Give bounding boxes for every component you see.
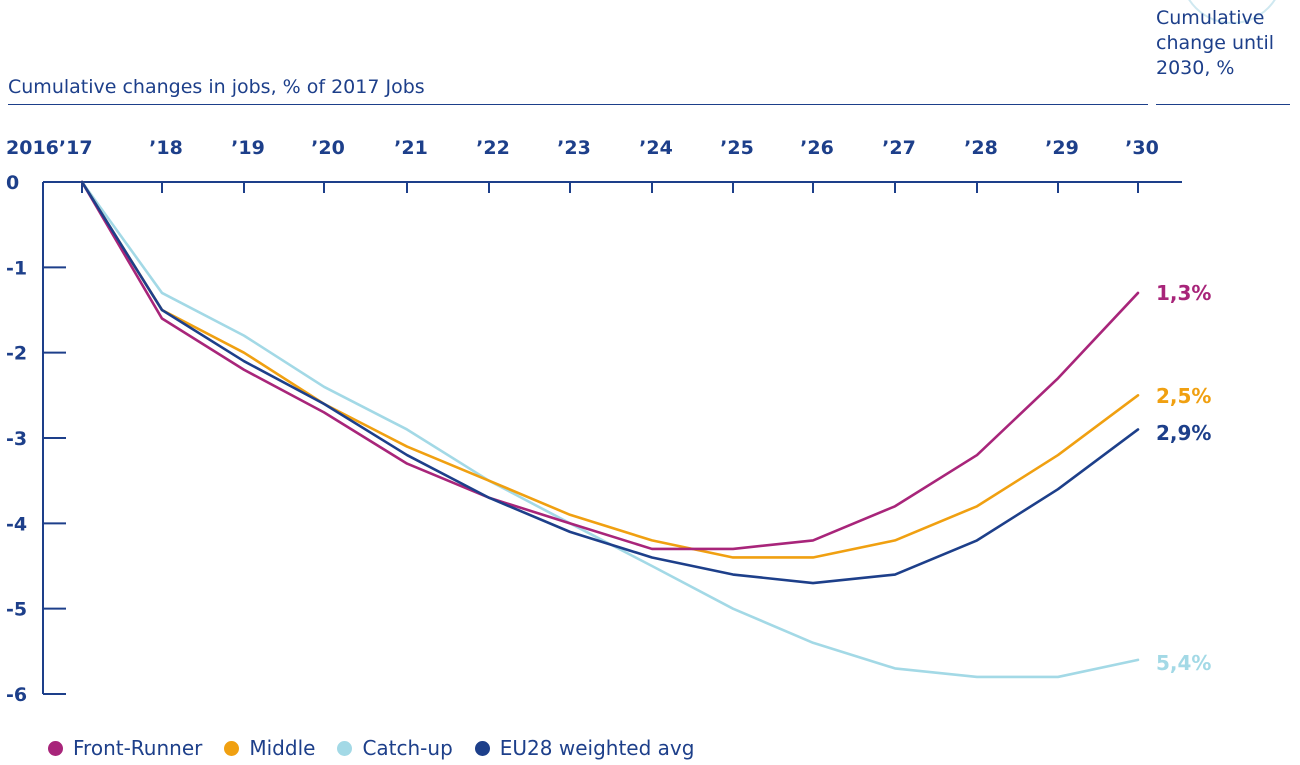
legend-swatch-front-runner	[48, 740, 63, 756]
y-tick-label: -6	[6, 684, 27, 706]
x-tick-label: ’20	[311, 137, 345, 159]
x-tick-label: ’18	[149, 137, 183, 159]
y-tick-label: -1	[6, 257, 27, 279]
x-tick-label: ’27	[882, 137, 916, 159]
y-tick-label: -4	[6, 513, 27, 535]
x-tick-label: ’22	[476, 137, 510, 159]
x-tick-label: ’30	[1125, 137, 1159, 159]
legend-item-front-runner: Front-Runner	[48, 736, 202, 760]
y-tick-label: 0	[6, 172, 19, 194]
end-label-catch-up: 5,4%	[1156, 651, 1211, 675]
series-line-eu28-weighted-avg	[80, 180, 1140, 585]
side-note-rule	[1156, 104, 1290, 105]
end-label-middle: 2,5%	[1156, 384, 1211, 408]
legend-item-eu28: EU28 weighted avg	[474, 736, 695, 760]
end-label-front-runner: 1,3%	[1156, 281, 1211, 305]
x-tick-label: ’29	[1045, 137, 1079, 159]
legend-swatch-eu28	[474, 740, 490, 756]
x-tick-label: ’23	[557, 137, 591, 159]
x-tick-label: ’21	[394, 137, 428, 159]
x-tick-label: ’19	[231, 137, 265, 159]
legend-label-catch-up: Catch-up	[362, 736, 453, 760]
chart-legend: Front-Runner Middle Catch-up EU28 weight…	[48, 736, 716, 760]
series-line-front-runner	[80, 180, 1140, 551]
y-tick-label: -3	[6, 428, 27, 450]
end-label-eu28-weighted-avg: 2,9%	[1156, 421, 1211, 445]
series-line-catch-up	[80, 180, 1140, 679]
chart-subtitle: Cumulative changes in jobs, % of 2017 Jo…	[8, 76, 425, 98]
legend-item-middle: Middle	[224, 736, 315, 760]
y-tick-label: -2	[6, 343, 27, 365]
x-tick-label: ’25	[720, 137, 754, 159]
legend-swatch-middle	[224, 740, 240, 756]
legend-label-eu28: EU28 weighted avg	[499, 736, 695, 760]
x-tick-label: ’28	[964, 137, 998, 159]
legend-label-middle: Middle	[249, 736, 316, 760]
x-tick-label: ’24	[639, 137, 673, 159]
legend-label-front-runner: Front-Runner	[73, 736, 203, 760]
legend-swatch-catch-up	[337, 740, 353, 756]
header-rule	[8, 104, 1148, 105]
y-tick-label: -5	[6, 599, 27, 621]
x-tick-label: ’26	[800, 137, 834, 159]
series-line-middle	[80, 180, 1140, 559]
side-note: Cumulative change until 2030, %	[1156, 7, 1275, 79]
x-tick-label: 2016’17	[6, 137, 93, 159]
legend-item-catch-up: Catch-up	[337, 736, 453, 760]
